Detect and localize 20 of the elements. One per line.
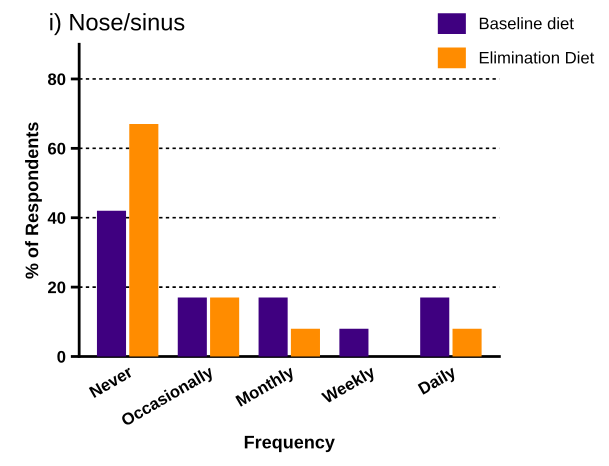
x-tick-label: Daily (417, 364, 459, 398)
legend-label: Elimination Diet (480, 51, 594, 64)
y-axis-title: % of Respondents (25, 122, 42, 279)
y-tick-label: 40 (48, 212, 66, 224)
bar (210, 298, 240, 356)
y-tick-label: 80 (48, 73, 66, 86)
bar (290, 328, 320, 356)
legend-label: Baseline diet (480, 17, 574, 30)
bar (96, 210, 126, 356)
y-tick-label: 60 (48, 142, 66, 155)
bar (452, 328, 482, 356)
chart-title: i) Nose/sinus (50, 13, 184, 36)
bar (339, 328, 368, 356)
x-axis-title: Frequency (244, 436, 335, 452)
bar (129, 124, 158, 356)
bar (178, 298, 207, 356)
y-tick-label: 20 (48, 282, 66, 294)
y-tick-label: 0 (57, 350, 66, 363)
bar (420, 298, 450, 356)
bar (258, 298, 288, 356)
